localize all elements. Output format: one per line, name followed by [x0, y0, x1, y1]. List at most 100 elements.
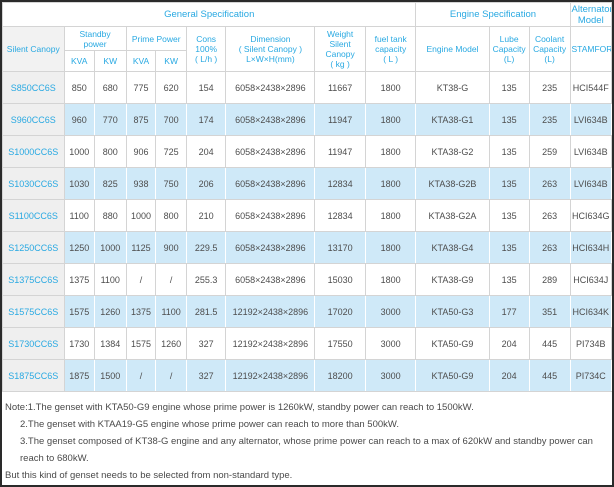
col-header-engine-model: Engine Model	[415, 26, 490, 72]
model-cell: S1100CC6S	[2, 199, 65, 232]
value-cell: KTA38-G1	[415, 103, 490, 136]
value-cell: 1575	[63, 295, 95, 328]
table-row: S1875CC6S 1875 1500//327 12192×2438×2896 182…	[2, 359, 612, 392]
value-cell: 174	[185, 103, 227, 136]
unit-prime-kva: KVA	[125, 50, 157, 72]
value-cell: KTA38-G2	[415, 135, 490, 168]
value-cell: /	[155, 263, 187, 296]
value-cell: 800	[93, 135, 127, 168]
value-cell: 12834	[314, 167, 366, 200]
value-cell: 825	[93, 167, 127, 200]
value-cell: HCI544F	[569, 71, 612, 104]
value-cell: 1125	[125, 231, 157, 264]
value-cell: 154	[185, 71, 227, 104]
value-cell: 1000	[125, 199, 157, 232]
col-header-coolant-capacity: Coolant Capacity (L)	[528, 26, 571, 72]
model-cell: S1375CC6S	[2, 263, 65, 296]
value-cell: 850	[63, 71, 95, 104]
value-cell: KTA38-G9	[415, 263, 490, 296]
value-cell: 6058×2438×2896	[225, 263, 316, 296]
value-cell: 1800	[364, 135, 417, 168]
table-row: S1100CC6S 1100 880 1000 800 210 6058×2438×2896…	[2, 199, 612, 232]
col-header-cons: Cons 100% ( L/h )	[185, 26, 227, 72]
value-cell: 700	[155, 103, 187, 136]
table-row: S1250CC6S 1250 1000 1125 900 229.5 6058×2438×2…	[2, 231, 612, 264]
value-cell: 1800	[364, 231, 417, 264]
col-header-stamford: STAMFORD	[569, 26, 612, 72]
value-cell: 135	[488, 199, 530, 232]
value-cell: 875	[125, 103, 157, 136]
value-cell: PI734B	[569, 327, 612, 360]
table-row: S1000CC6S 1000 800 906 725 204 6058×2438×2896 1…	[2, 135, 612, 168]
value-cell: 1800	[364, 71, 417, 104]
value-cell: KTA38-G2B	[415, 167, 490, 200]
value-cell: LVI634B	[569, 167, 612, 200]
model-cell: S960CC6S	[2, 103, 65, 136]
value-cell: 1800	[364, 167, 417, 200]
value-cell: 1100	[155, 295, 187, 328]
unit-standby-kw: KW	[93, 50, 127, 72]
table-row: S1375CC6S 1375 1100//255.3 6058×2438×2896 15…	[2, 263, 612, 296]
table-row: S1575CC6S 1575 1260 1375 1100 281.5 12192×2438…	[2, 295, 612, 328]
unit-prime-kw: KW	[155, 50, 187, 72]
model-cell: S1250CC6S	[2, 231, 65, 264]
value-cell: 6058×2438×2896	[225, 103, 316, 136]
unit-standby-kva: KVA	[63, 50, 95, 72]
table-row: S1730CC6S 1730 1384 1575 1260 327 12192×2438×2…	[2, 327, 612, 360]
general-specification-header: General Specification	[2, 2, 417, 27]
value-cell: 1250	[63, 231, 95, 264]
value-cell: 18200	[314, 359, 366, 392]
value-cell: 12192×2438×2896	[225, 295, 316, 328]
value-cell: /	[155, 359, 187, 392]
value-cell: 135	[488, 167, 530, 200]
value-cell: 1260	[93, 295, 127, 328]
value-cell: HCI634K	[569, 295, 612, 328]
value-cell: KT38-G	[415, 71, 490, 104]
section-header-row: General Specification Engine Specificati…	[2, 2, 612, 27]
note-line: 3.The genset composed of KT38-G engine a…	[20, 436, 593, 464]
value-cell: 1000	[63, 135, 95, 168]
col-header-weight: Weight Silent Canopy ( kg )	[314, 26, 366, 72]
col-header-fuel-tank: fuel tank capacity ( L )	[364, 26, 417, 72]
value-cell: KTA38-G4	[415, 231, 490, 264]
value-cell: HCI634J	[569, 263, 612, 296]
spec-table: General Specification Engine Specificati…	[2, 2, 612, 392]
value-cell: 6058×2438×2896	[225, 71, 316, 104]
table-row: S850CC6S 850 680 775 620 154 6058×2438×2896 116…	[2, 71, 612, 104]
notes: Note:1.The genset with KTA50-G9 engine w…	[2, 392, 612, 485]
value-cell: 1800	[364, 199, 417, 232]
value-cell: 135	[488, 71, 530, 104]
value-cell: 800	[155, 199, 187, 232]
value-cell: KTA50-G3	[415, 295, 490, 328]
model-cell: S1875CC6S	[2, 359, 65, 392]
value-cell: LVI634B	[569, 135, 612, 168]
table-row: S960CC6S 960 770 875 700 174 6058×2438×2896 119…	[2, 103, 612, 136]
value-cell: 880	[93, 199, 127, 232]
value-cell: 327	[185, 327, 227, 360]
value-cell: 11667	[314, 71, 366, 104]
value-cell: 1030	[63, 167, 95, 200]
col-header-silent-canopy: Silent Canopy	[2, 26, 65, 72]
col-header-standby-power: Standby power	[63, 26, 127, 51]
value-cell: 1500	[93, 359, 127, 392]
value-cell: 351	[528, 295, 571, 328]
value-cell: 281.5	[185, 295, 227, 328]
model-cell: S1000CC6S	[2, 135, 65, 168]
value-cell: /	[125, 263, 157, 296]
value-cell: HCI634H	[569, 231, 612, 264]
value-cell: 206	[185, 167, 227, 200]
value-cell: 1100	[63, 199, 95, 232]
value-cell: 210	[185, 199, 227, 232]
value-cell: 1000	[93, 231, 127, 264]
value-cell: 1800	[364, 103, 417, 136]
value-cell: 17550	[314, 327, 366, 360]
value-cell: 6058×2438×2896	[225, 135, 316, 168]
value-cell: 135	[488, 135, 530, 168]
value-cell: 1875	[63, 359, 95, 392]
value-cell: 770	[93, 103, 127, 136]
value-cell: 445	[528, 327, 571, 360]
value-cell: 1260	[155, 327, 187, 360]
value-cell: 12192×2438×2896	[225, 327, 316, 360]
value-cell: 6058×2438×2896	[225, 231, 316, 264]
value-cell: 3000	[364, 327, 417, 360]
